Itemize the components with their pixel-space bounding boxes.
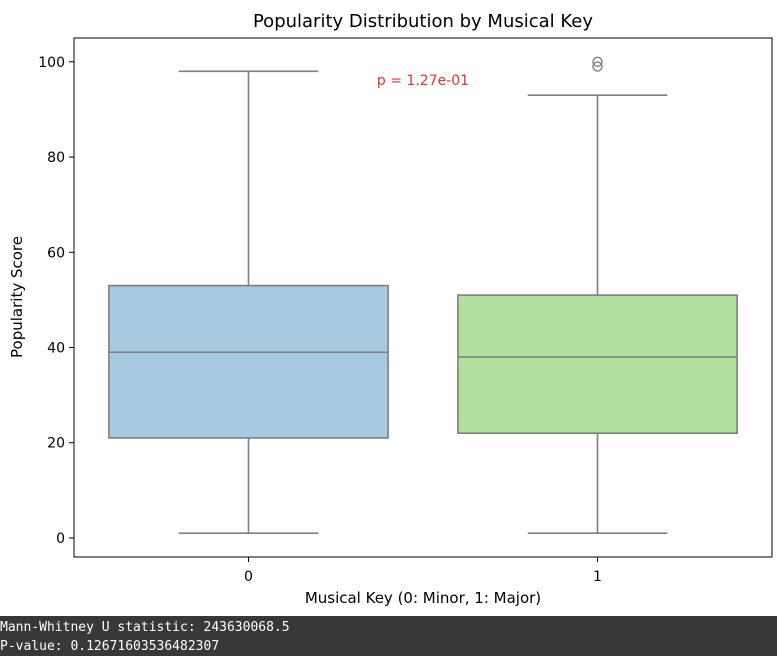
box-plot: Popularity Distribution by Musical Key 0…: [8, 11, 773, 607]
y-tick-label: 60: [47, 245, 65, 261]
box-group-0: [108, 70, 389, 534]
output-line-pvalue: P-value: 0.12671603536482307: [0, 639, 220, 654]
chart-title: Popularity Distribution by Musical Key: [253, 11, 593, 32]
box-group-1: [457, 56, 738, 534]
y-tick-label: 80: [47, 150, 65, 166]
p-value-annotation: p = 1.27e-01: [377, 73, 469, 89]
chart-area: Popularity Distribution by Musical Key 0…: [8, 11, 773, 607]
outlier-point: [592, 61, 603, 72]
output-line-statistic: Mann-Whitney U statistic: 243630068.5: [0, 620, 290, 635]
outlier-point: [592, 56, 603, 68]
iqr-box: [108, 284, 389, 439]
console-output: Mann-Whitney U statistic: 243630068.5 P-…: [0, 616, 777, 656]
boxes: [108, 56, 738, 534]
y-tick-label: 40: [47, 340, 65, 356]
y-tick-label: 0: [56, 531, 65, 547]
x-tick-label: 0: [244, 569, 253, 585]
y-axis-label: Popularity Score: [8, 236, 26, 358]
x-tick-label: 1: [593, 569, 602, 585]
y-tick-label: 100: [38, 55, 65, 71]
y-axis: 0 20 40 60 80 100: [38, 55, 74, 547]
y-tick-label: 20: [47, 436, 65, 452]
x-axis-label: Musical Key (0: Minor, 1: Major): [305, 589, 541, 607]
iqr-box: [457, 294, 738, 435]
plot-frame: [73, 37, 773, 558]
